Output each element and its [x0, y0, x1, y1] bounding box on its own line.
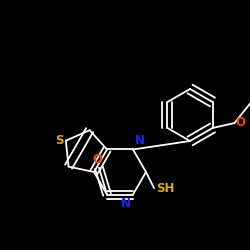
Text: O: O [236, 116, 246, 128]
Text: N: N [135, 134, 145, 147]
Text: S: S [55, 134, 64, 147]
Text: N: N [121, 196, 131, 209]
Text: O: O [92, 153, 102, 166]
Text: SH: SH [156, 182, 174, 194]
